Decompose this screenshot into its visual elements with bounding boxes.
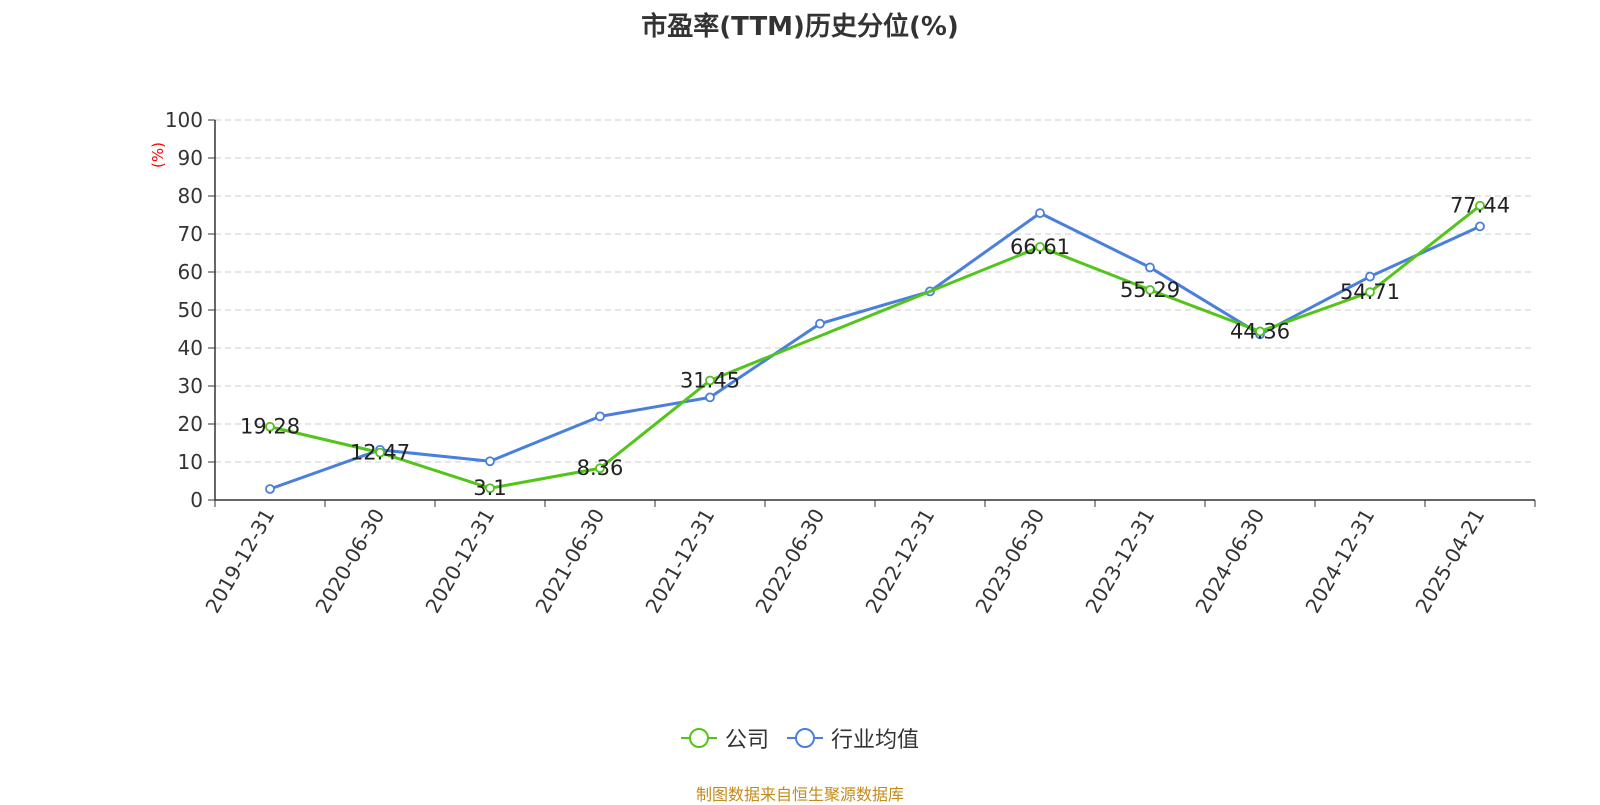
y-tick-label: 10 bbox=[178, 450, 203, 474]
legend-industry-marker-icon bbox=[787, 728, 823, 748]
legend-label-industry-average: 行业均值 bbox=[831, 728, 920, 753]
legend-item-company[interactable]: 公司 bbox=[680, 722, 769, 754]
y-tick-label: 90 bbox=[178, 146, 203, 170]
data-point-company bbox=[1475, 200, 1485, 211]
series-line-company bbox=[269, 204, 1481, 490]
data-point-industry-average bbox=[1145, 262, 1155, 273]
legend-company-marker-icon bbox=[680, 728, 717, 748]
series-line-industry-average bbox=[269, 211, 1481, 491]
legend: 公司 行业均值 bbox=[0, 722, 1600, 754]
data-label: 31.45 bbox=[680, 368, 740, 392]
x-tick-label: 2022-06-30 bbox=[750, 505, 829, 618]
data-label: 77.44 bbox=[1450, 194, 1510, 218]
x-tick-label: 2024-12-31 bbox=[1300, 505, 1379, 618]
y-tick-label: 50 bbox=[178, 298, 203, 322]
data-point-industry-average bbox=[815, 318, 825, 329]
x-tick-label: 2019-12-31 bbox=[200, 505, 279, 618]
series-lines bbox=[265, 200, 1485, 494]
y-tick-label: 80 bbox=[178, 184, 203, 208]
x-tick-label: 2022-12-31 bbox=[860, 505, 939, 618]
chart-title: 市盈率(TTM)历史分位(%) bbox=[641, 12, 959, 42]
legend-item-industry-average[interactable]: 行业均值 bbox=[787, 722, 919, 754]
data-label: 19.28 bbox=[240, 415, 300, 439]
data-point-company bbox=[1035, 241, 1045, 252]
data-point-company bbox=[1145, 284, 1155, 295]
x-tick-label: 2025-04-21 bbox=[1410, 505, 1489, 618]
y-tick-label: 30 bbox=[178, 374, 203, 398]
y-tick-label: 0 bbox=[190, 488, 203, 512]
y-tick-label: 40 bbox=[178, 336, 203, 360]
data-point-industry-average bbox=[485, 456, 495, 467]
x-tick-label: 2024-06-30 bbox=[1190, 505, 1269, 618]
axes: 0 10 20 30 40 50 60 70 80 90 100 (%) 2019-12-31 2020-… bbox=[149, 108, 1536, 618]
legend-label-company: 公司 bbox=[724, 728, 769, 753]
y-tick-label: 100 bbox=[165, 108, 203, 132]
x-tick-label: 2020-12-31 bbox=[420, 505, 499, 618]
x-tick-label: 2021-12-31 bbox=[640, 505, 719, 618]
data-point-industry-average bbox=[1035, 208, 1045, 219]
data-labels: 19.28 12.47 3.1 8.36 31.45 66.61 55.29 44.36 54.… bbox=[240, 194, 1510, 500]
data-point-industry-average bbox=[265, 484, 275, 494]
data-point-company bbox=[485, 483, 495, 494]
source-note: 制图数据来自恒生聚源数据库 bbox=[695, 785, 904, 804]
x-tick-label: 2023-12-31 bbox=[1080, 505, 1159, 618]
y-axis-label: (%) bbox=[149, 142, 167, 168]
data-label: 8.36 bbox=[577, 456, 624, 480]
grid-lines bbox=[215, 119, 1535, 463]
data-point-industry-average bbox=[595, 411, 605, 422]
y-tick-label: 60 bbox=[178, 260, 203, 284]
y-tick-label: 70 bbox=[178, 222, 203, 246]
y-tick-label: 20 bbox=[178, 412, 203, 436]
data-point-company bbox=[705, 375, 715, 386]
data-point-industry-average bbox=[1365, 271, 1375, 282]
data-label: 3.1 bbox=[473, 476, 506, 500]
x-tick-label: 2021-06-30 bbox=[530, 505, 609, 618]
data-point-company bbox=[265, 421, 275, 432]
data-point-company bbox=[375, 447, 385, 458]
data-point-company bbox=[595, 463, 605, 474]
data-label: 66.61 bbox=[1010, 235, 1070, 259]
data-point-company bbox=[1365, 287, 1375, 298]
data-label: 12.47 bbox=[350, 441, 410, 465]
data-label: 55.29 bbox=[1120, 278, 1180, 302]
x-tick-label: 2020-06-30 bbox=[310, 505, 389, 618]
x-tick-label: 2023-06-30 bbox=[970, 505, 1049, 618]
data-point-company bbox=[1255, 326, 1265, 337]
data-label: 44.36 bbox=[1230, 319, 1290, 343]
data-point-industry-average bbox=[1475, 221, 1485, 232]
data-label: 54.71 bbox=[1340, 280, 1400, 304]
data-point-industry-average bbox=[705, 392, 715, 403]
